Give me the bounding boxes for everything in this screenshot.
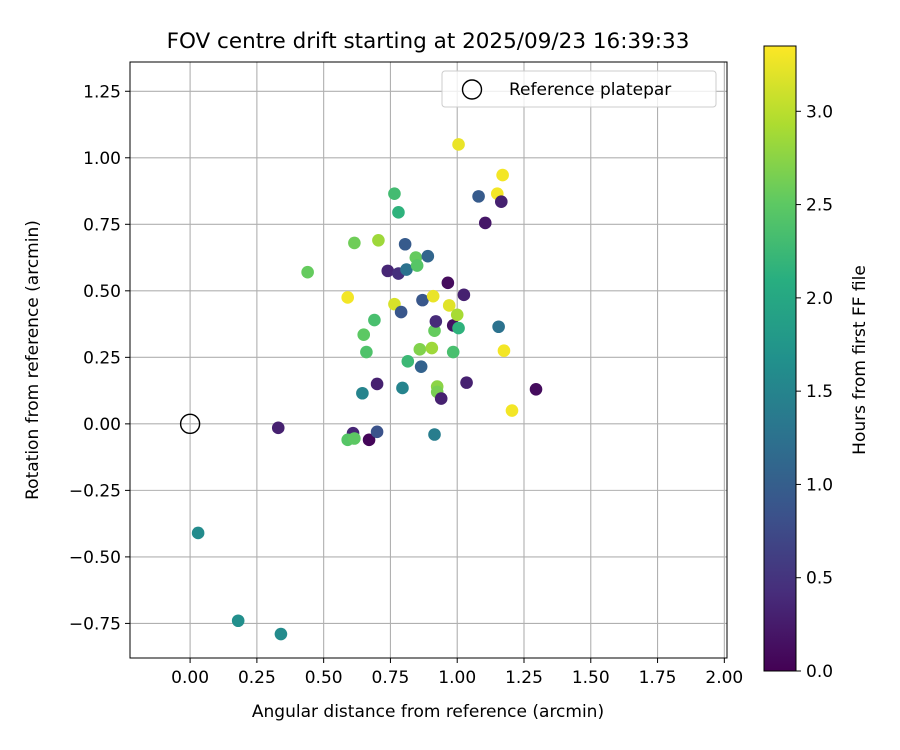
data-point (400, 263, 413, 276)
legend-marker (461, 79, 483, 100)
data-point (381, 264, 395, 278)
colorbar-tick-label: 0.0 (806, 662, 833, 682)
data-point (362, 433, 376, 447)
x-tick-label: 1.50 (572, 668, 610, 688)
data-point (394, 305, 408, 319)
data-point (472, 190, 485, 203)
data-point (478, 216, 492, 230)
data-point (492, 320, 505, 334)
chart-title: FOV centre drift starting at 2025/09/23 … (167, 29, 690, 54)
data-point (428, 428, 441, 441)
x-tick-label: 0.50 (305, 668, 343, 688)
legend-box (441, 70, 717, 108)
x-axis-label: Angular distance from reference (arcmin) (252, 702, 604, 722)
data-point (401, 355, 415, 368)
y-axis-ticks: −0.75 −0.50 −0.25 0.00 0.25 0.50 0.75 1.00 1.25 (69, 82, 130, 634)
reference-point (179, 413, 201, 435)
data-point (446, 345, 460, 359)
data-point (494, 195, 508, 208)
x-tick-label: 0.00 (171, 668, 209, 688)
data-point (341, 291, 354, 304)
y-axis-label: Rotation from reference (arcmin) (23, 220, 43, 500)
x-tick-label: 1.25 (505, 668, 543, 688)
y-tick-label: −0.25 (69, 481, 121, 501)
data-point (414, 360, 428, 373)
legend-label: Reference platepar (509, 80, 671, 100)
data-point (191, 526, 205, 540)
data-point (450, 308, 464, 322)
data-point (357, 328, 371, 342)
data-point (392, 206, 405, 219)
y-tick-label: 1.00 (83, 149, 121, 169)
data-point (370, 377, 384, 391)
data-point (413, 343, 427, 356)
x-tick-label: 2.00 (705, 668, 743, 688)
plot-frame (129, 61, 728, 659)
data-point (434, 392, 448, 405)
colorbar-tick-label: 1.0 (806, 475, 833, 495)
data-point (398, 237, 412, 251)
data-point (429, 315, 443, 328)
y-tick-label: 0.25 (83, 348, 121, 368)
data-point (442, 299, 456, 312)
x-tick-label: 0.25 (238, 668, 276, 688)
y-tick-label: 0.75 (83, 215, 121, 235)
data-point (301, 265, 314, 279)
data-point (457, 288, 471, 302)
data-point (356, 386, 369, 400)
data-point (460, 376, 473, 389)
data-point (388, 187, 401, 201)
x-tick-label: 1.00 (438, 668, 476, 688)
data-point (441, 276, 455, 290)
data-point (410, 259, 424, 272)
reference-point-group (179, 413, 201, 435)
data-point (348, 236, 361, 250)
data-point (370, 425, 384, 439)
y-tick-label: 1.25 (83, 82, 121, 102)
colorbar-tick-label: 3.0 (806, 102, 833, 122)
data-point (496, 168, 509, 182)
data-point (368, 313, 381, 327)
data-point (348, 432, 361, 445)
data-point (505, 404, 519, 417)
data-point (452, 138, 465, 151)
colorbar-tick-label: 0.5 (806, 569, 833, 589)
data-point (360, 345, 373, 359)
legend: Reference platepar (441, 70, 717, 108)
data-point (452, 321, 465, 335)
data-point (416, 293, 429, 307)
data-point (421, 249, 435, 263)
colorbar-ticks: 0.0 0.5 1.0 1.5 2.0 2.5 3.0 (796, 102, 833, 682)
y-tick-label: −0.75 (69, 614, 121, 634)
data-point (231, 614, 245, 628)
data-point (372, 233, 385, 247)
colorbar-label: Hours from first FF file (850, 265, 870, 455)
colorbar-gradient (763, 45, 797, 672)
y-tick-label: −0.50 (69, 548, 121, 568)
colorbar-tick-label: 1.5 (806, 382, 833, 402)
colorbar-tick-label: 2.5 (806, 196, 833, 216)
x-tick-label: 1.75 (639, 668, 677, 688)
colorbar-tick-label: 2.0 (806, 289, 833, 309)
x-tick-label: 0.75 (372, 668, 410, 688)
data-point (274, 627, 288, 641)
data-point (426, 289, 440, 303)
data-point (425, 341, 439, 355)
data-point (271, 421, 285, 435)
data-points (191, 138, 543, 641)
y-tick-label: 0.50 (83, 282, 121, 302)
data-point (428, 324, 441, 338)
y-tick-label: 0.00 (83, 415, 121, 435)
data-point (529, 382, 543, 396)
x-axis-ticks: 0.00 0.25 0.50 0.75 1.00 1.25 1.50 1.75 2.00 (171, 658, 743, 688)
data-point (497, 344, 511, 357)
grid (130, 62, 727, 658)
data-point (396, 381, 409, 395)
colorbar: 0.0 0.5 1.0 1.5 2.0 2.5 3.0 Hours from first F… (763, 45, 870, 682)
